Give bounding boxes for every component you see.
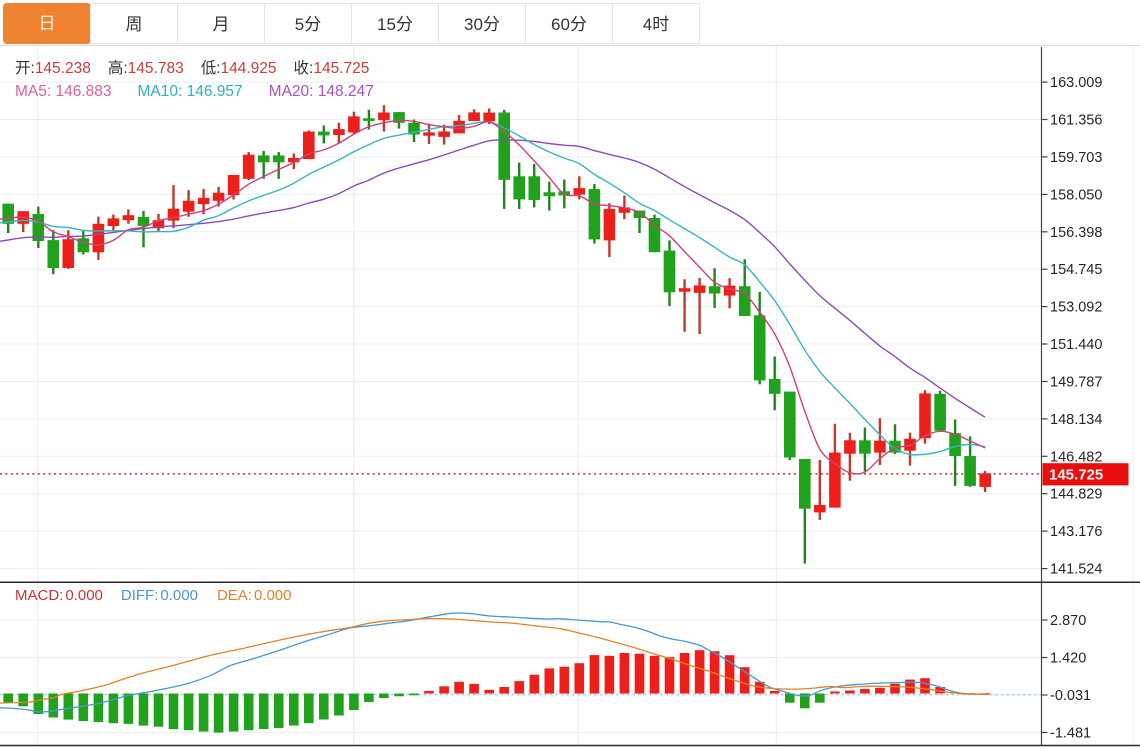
svg-text:2.870: 2.870	[1050, 613, 1086, 629]
svg-text:153.092: 153.092	[1050, 300, 1102, 316]
svg-text:-0.031: -0.031	[1050, 688, 1091, 704]
svg-text:141.524: 141.524	[1050, 562, 1102, 578]
svg-text:156.398: 156.398	[1050, 225, 1102, 241]
svg-text:148.134: 148.134	[1050, 412, 1102, 428]
svg-text:144.829: 144.829	[1050, 487, 1102, 503]
svg-text:163.009: 163.009	[1050, 75, 1102, 91]
svg-text:1.420: 1.420	[1050, 651, 1086, 667]
svg-text:146.482: 146.482	[1050, 449, 1102, 465]
svg-text:-1.481: -1.481	[1050, 726, 1091, 742]
svg-text:145.725: 145.725	[1049, 467, 1103, 484]
svg-text:158.050: 158.050	[1050, 187, 1102, 203]
svg-text:159.703: 159.703	[1050, 150, 1102, 166]
svg-text:161.356: 161.356	[1050, 113, 1102, 129]
svg-text:154.745: 154.745	[1050, 262, 1102, 278]
svg-text:149.787: 149.787	[1050, 375, 1102, 391]
svg-text:151.440: 151.440	[1050, 337, 1102, 353]
svg-text:143.176: 143.176	[1050, 524, 1102, 540]
